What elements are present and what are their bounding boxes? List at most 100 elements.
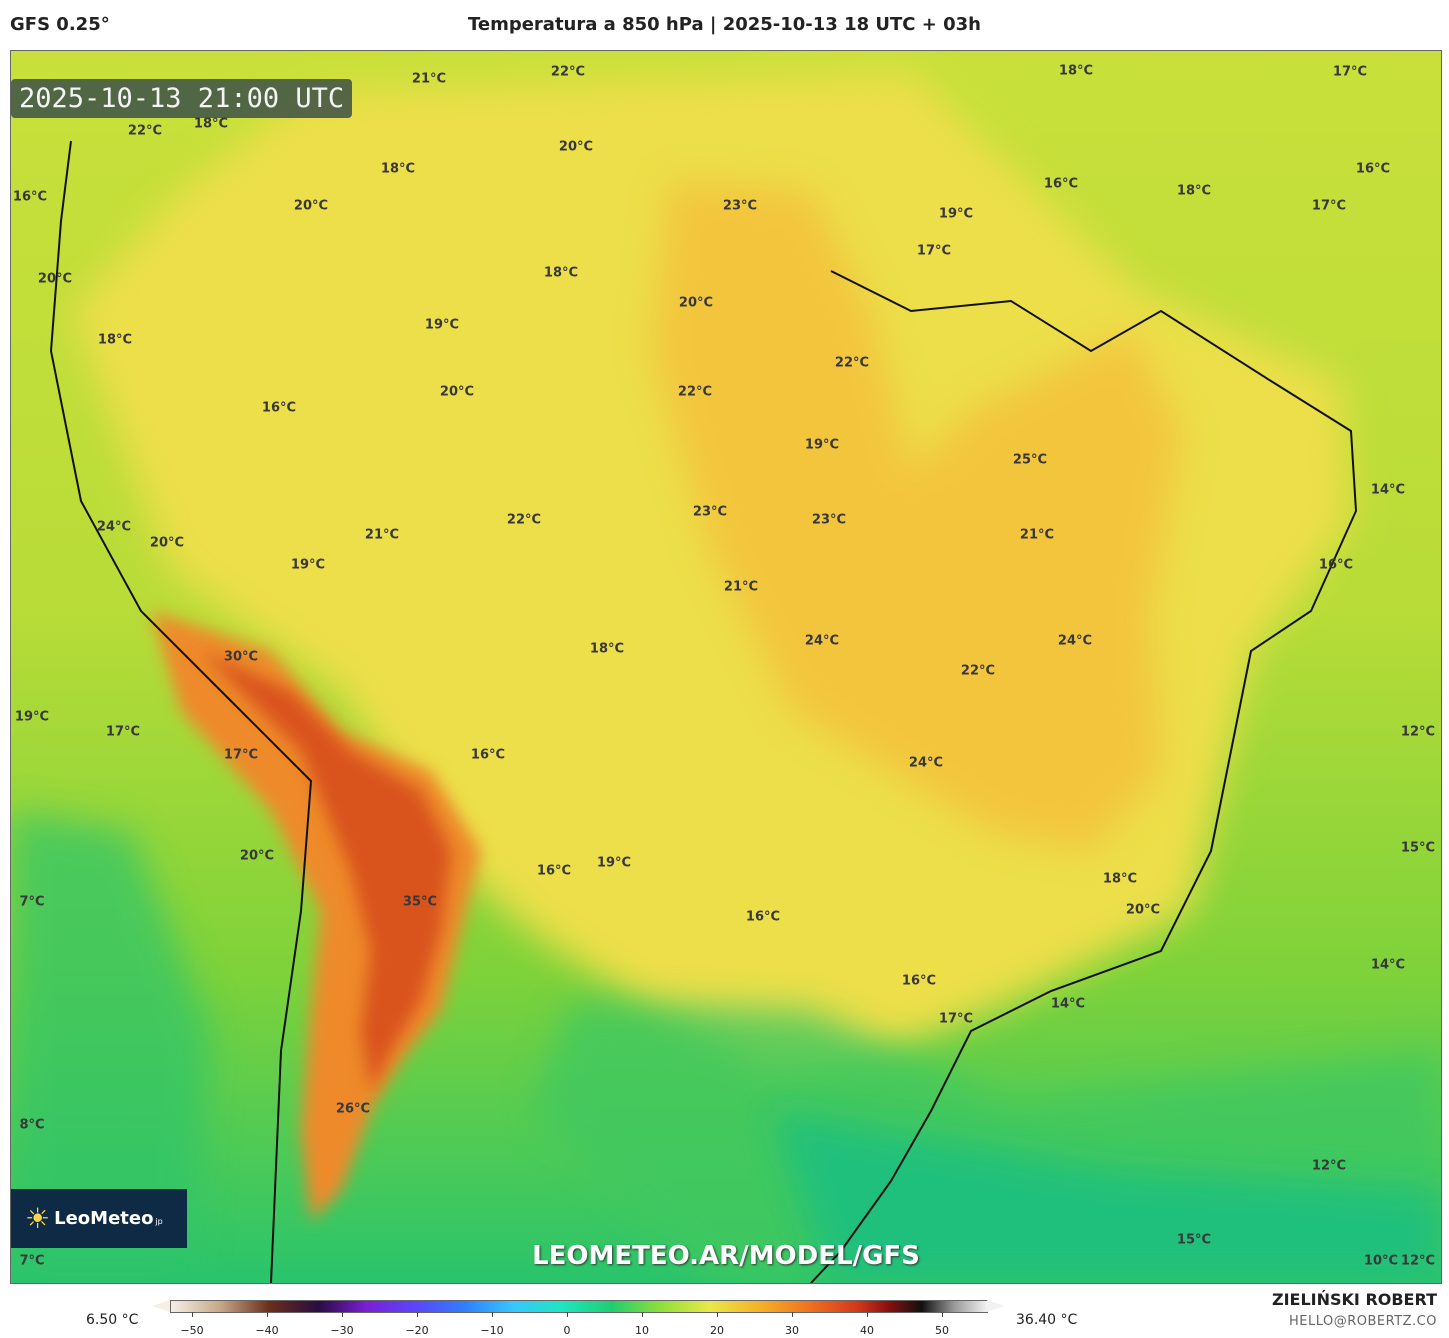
- temperature-field: [11, 71, 1441, 1283]
- temperature-label: 16°C: [1318, 557, 1354, 573]
- temperature-label: 24°C: [96, 519, 132, 535]
- temperature-label: 18°C: [1176, 183, 1212, 199]
- temperature-label: 12°C: [1311, 1158, 1347, 1174]
- temperature-label: 19°C: [596, 855, 632, 871]
- colorbar-tick-label: 10: [635, 1324, 649, 1337]
- temperature-label: 18°C: [1102, 871, 1138, 887]
- temperature-label: 19°C: [804, 437, 840, 453]
- colorbar: [170, 1300, 988, 1313]
- temperature-label: 7°C: [19, 1253, 45, 1269]
- temperature-label: 18°C: [1058, 63, 1094, 79]
- colorbar-tick-label: −40: [255, 1324, 279, 1337]
- temperature-label: 19°C: [938, 206, 974, 222]
- colorbar-tick-mark: [417, 1312, 418, 1317]
- temperature-label: 25°C: [1012, 452, 1048, 468]
- temperature-label: 20°C: [439, 384, 475, 400]
- temperature-label: 22°C: [550, 64, 586, 80]
- temperature-label: 22°C: [506, 512, 542, 528]
- temperature-label: 12°C: [1400, 724, 1436, 740]
- temperature-label: 19°C: [424, 317, 460, 333]
- temperature-label: 16°C: [1355, 161, 1391, 177]
- temperature-label: 16°C: [745, 909, 781, 925]
- temperature-label: 17°C: [223, 747, 259, 763]
- temperature-label: 24°C: [908, 755, 944, 771]
- temperature-label: 15°C: [1400, 840, 1436, 856]
- logo-brand: LeoMeteo: [54, 1208, 154, 1229]
- temperature-label: 22°C: [127, 123, 163, 139]
- temperature-label: 20°C: [149, 535, 185, 551]
- temperature-label: 21°C: [723, 579, 759, 595]
- colorbar-tick-mark: [867, 1312, 868, 1317]
- temperature-label: 12°C: [1400, 1253, 1436, 1269]
- colorbar-tick-label: −50: [180, 1324, 204, 1337]
- temperature-label: 16°C: [536, 863, 572, 879]
- leometeo-logo[interactable]: ☀ LeoMeteo jp: [11, 1189, 187, 1248]
- temperature-label: 14°C: [1050, 996, 1086, 1012]
- temperature-label: 24°C: [1057, 633, 1093, 649]
- temperature-label: 21°C: [411, 71, 447, 87]
- weather-map[interactable]: 2025-10-13 21:00 UTC 21°C 22°C 18°C 17°C 22°…: [10, 50, 1442, 1284]
- temperature-label: 15°C: [1176, 1232, 1212, 1248]
- scale-min-label: 6.50 °C: [86, 1312, 139, 1328]
- temperature-label: 10°C: [1363, 1253, 1399, 1269]
- temperature-label: 16°C: [261, 400, 297, 416]
- temperature-label: 23°C: [722, 198, 758, 214]
- temperature-label: 20°C: [678, 295, 714, 311]
- model-name: GFS 0.25°: [10, 14, 110, 35]
- temperature-label: 22°C: [960, 663, 996, 679]
- temperature-label: 8°C: [19, 1117, 45, 1133]
- temperature-label: 18°C: [193, 116, 229, 132]
- colorbar-tick-label: 20: [710, 1324, 724, 1337]
- colorbar-tick-mark: [567, 1312, 568, 1317]
- colorbar-tick-label: 40: [860, 1324, 874, 1337]
- sun-icon: ☀: [25, 1202, 51, 1235]
- temperature-label: 16°C: [901, 973, 937, 989]
- temperature-label: 16°C: [470, 747, 506, 763]
- temperature-label: 14°C: [1370, 957, 1406, 973]
- temperature-label: 17°C: [916, 243, 952, 259]
- temperature-label: 20°C: [239, 848, 275, 864]
- colorbar-tick-label: 50: [935, 1324, 949, 1337]
- temperature-label: 30°C: [223, 649, 259, 665]
- colorbar-tick-mark: [642, 1312, 643, 1317]
- colorbar-left-arrow: [152, 1300, 170, 1312]
- colorbar-tick-mark: [717, 1312, 718, 1317]
- temperature-label: 20°C: [37, 271, 73, 287]
- temperature-label: 17°C: [1311, 198, 1347, 214]
- colorbar-tick-label: −30: [330, 1324, 354, 1337]
- temperature-label: 7°C: [19, 894, 45, 910]
- temperature-label: 18°C: [589, 641, 625, 657]
- colorbar-tick-mark: [942, 1312, 943, 1317]
- temperature-label: 19°C: [14, 709, 50, 725]
- temperature-label: 21°C: [364, 527, 400, 543]
- colorbar-tick-mark: [342, 1312, 343, 1317]
- site-url[interactable]: LEOMETEO.AR/MODEL/GFS: [532, 1241, 920, 1271]
- temperature-label: 20°C: [558, 139, 594, 155]
- temperature-label: 18°C: [543, 265, 579, 281]
- author-email[interactable]: HELLO@ROBERTZ.CO: [1288, 1314, 1437, 1329]
- logo-suffix: jp: [155, 1217, 163, 1226]
- chart-title: Temperatura a 850 hPa | 2025-10-13 18 UT…: [467, 14, 981, 35]
- colorbar-tick-mark: [792, 1312, 793, 1317]
- valid-time-badge: 2025-10-13 21:00 UTC: [11, 79, 353, 118]
- temperature-label: 35°C: [402, 894, 438, 910]
- colorbar-tick-mark: [492, 1312, 493, 1317]
- temperature-label: 18°C: [97, 332, 133, 348]
- temperature-label: 26°C: [335, 1101, 371, 1117]
- colorbar-tick-mark: [267, 1312, 268, 1317]
- colorbar-tick-mark: [192, 1312, 193, 1317]
- temperature-label: 17°C: [105, 724, 141, 740]
- temperature-label: 21°C: [1019, 527, 1055, 543]
- temperature-label: 22°C: [834, 355, 870, 371]
- temperature-label: 23°C: [811, 512, 847, 528]
- colorbar-tick-label: 30: [785, 1324, 799, 1337]
- temperature-label: 17°C: [1332, 64, 1368, 80]
- temperature-label: 20°C: [293, 198, 329, 214]
- temperature-label: 24°C: [804, 633, 840, 649]
- temperature-label: 20°C: [1125, 902, 1161, 918]
- temperature-label: 16°C: [1043, 176, 1079, 192]
- colorbar-tick-label: −20: [405, 1324, 429, 1337]
- scale-max-label: 36.40 °C: [1016, 1312, 1078, 1328]
- temperature-label: 22°C: [677, 384, 713, 400]
- colorbar-tick-label: 0: [563, 1324, 571, 1337]
